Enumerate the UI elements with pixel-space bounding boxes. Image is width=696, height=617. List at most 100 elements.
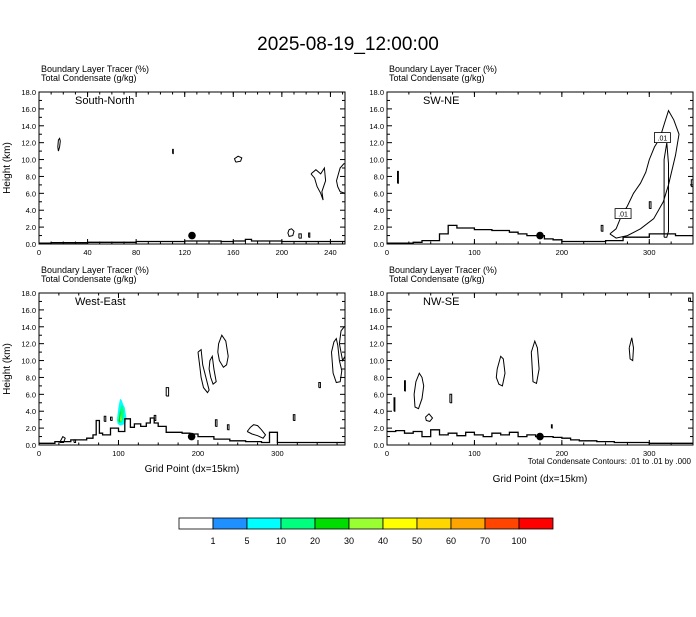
contour-info-note: Total Condensate Contours: .01 to .01 by… [528, 457, 692, 466]
colorbar-label: 20 [310, 536, 320, 546]
condensate-contour [648, 201, 652, 209]
section-label: West-East [75, 296, 126, 308]
condensate-contour [153, 414, 157, 421]
colorbar-label: 50 [412, 536, 422, 546]
contour-label: .01 [618, 212, 628, 219]
x-tick-label: 300 [271, 449, 284, 458]
condensate-contour [397, 170, 399, 184]
colorbar-label: 70 [480, 536, 490, 546]
terrain-line [387, 224, 693, 244]
condensate-contour [217, 334, 229, 369]
location-marker [187, 432, 196, 441]
x-tick-label: 200 [192, 449, 205, 458]
condensate-contour [628, 337, 635, 362]
condensate-contour [609, 109, 680, 239]
panel-south-north: Boundary Layer Tracer (%)Total Condensat… [2, 64, 346, 257]
y-tick-label: 12.0 [369, 139, 384, 148]
figure-title: 2025-08-19_12:00:00 [257, 34, 439, 55]
x-tick-label: 100 [468, 449, 481, 458]
y-tick-label: 14.0 [369, 323, 384, 332]
condensate-contour [688, 297, 691, 302]
contour-label: .01 [658, 136, 668, 143]
x-tick-label: 0 [37, 449, 41, 458]
colorbar-swatch [212, 517, 248, 530]
x-tick-label: 200 [556, 449, 569, 458]
colorbar: 1 5 10 20 30 40 50 60 70 100 [178, 517, 554, 546]
y-tick-label: 2.0 [26, 424, 36, 433]
condensate-contour [172, 148, 174, 155]
x-tick-label: 0 [385, 248, 389, 257]
y-tick-label: 18.0 [21, 289, 36, 298]
colorbar-label: 5 [244, 536, 249, 546]
x-tick-label: 100 [468, 248, 481, 257]
colorbar-swatch [416, 517, 452, 530]
x-tick-label: 240 [324, 248, 337, 257]
condensate-contour [298, 233, 302, 239]
colorbar-label: 100 [511, 536, 526, 546]
colorbar-label: 30 [344, 536, 354, 546]
panels: Boundary Layer Tracer (%) Total Condensat… [2, 64, 694, 485]
condensate-contour [393, 397, 396, 412]
y-tick-label: 16.0 [21, 105, 36, 114]
section-label: South-North [75, 95, 134, 107]
colorbar-label: 1 [210, 536, 215, 546]
colorbar-label: 10 [276, 536, 286, 546]
condensate-contour [103, 415, 107, 422]
y-tick-label: 4.0 [374, 407, 384, 416]
y-tick-label: 10.0 [21, 357, 36, 366]
panel-header-condensate: Total Condensate (g/kg) [41, 73, 137, 83]
panel-west-east: Boundary Layer Tracer (%)Total Condensat… [2, 265, 346, 475]
panel-header-condensate: Total Condensate (g/kg) [389, 73, 485, 83]
section-label: NW-SE [423, 296, 459, 308]
contour-label-box [614, 208, 632, 220]
condensate-contour [404, 380, 406, 392]
y-tick-label: 2.0 [374, 424, 384, 433]
condensate-contour [663, 142, 669, 238]
y-tick-label: 0.0 [26, 240, 36, 249]
y-tick-label: 6.0 [26, 390, 36, 399]
plot-area [387, 297, 693, 444]
condensate-contour [495, 355, 506, 387]
condensate-contour [308, 232, 311, 238]
condensate-contour [413, 372, 425, 410]
condensate-contour [57, 137, 61, 152]
condensate-contour [287, 228, 295, 237]
colorbar-swatch [348, 517, 384, 530]
x-tick-label: 300 [643, 449, 656, 458]
condensate-contour [336, 163, 345, 194]
y-tick-label: 0.0 [26, 441, 36, 450]
colorbar-label: 60 [446, 536, 456, 546]
panel-nw-se: Boundary Layer Tracer (%) Total Condensat… [369, 265, 694, 485]
y-tick-label: 6.0 [374, 390, 384, 399]
y-tick-label: 12.0 [369, 340, 384, 349]
y-tick-label: 8.0 [26, 373, 36, 382]
y-tick-label: 16.0 [369, 105, 384, 114]
condensate-contour [214, 419, 218, 427]
x-axis-label: Grid Point (dx=15km) [145, 464, 240, 475]
condensate-contour [449, 393, 453, 404]
terrain-line [387, 429, 693, 444]
panel-header-condensate: Total Condensate (g/kg) [41, 274, 137, 284]
y-tick-label: 12.0 [21, 139, 36, 148]
x-tick-label: 0 [37, 248, 41, 257]
plot-area [39, 326, 345, 444]
tracer-fill-30 [120, 412, 122, 423]
terrain-line [39, 417, 345, 444]
y-tick-label: 16.0 [369, 306, 384, 315]
colorbar-swatch [246, 517, 282, 530]
panel-header-tracer: Boundary Layer Tracer (%) [389, 265, 497, 275]
y-tick-label: 0.0 [374, 240, 384, 249]
y-tick-label: 4.0 [26, 206, 36, 215]
y-tick-label: 12.0 [21, 340, 36, 349]
y-tick-label: 16.0 [21, 306, 36, 315]
condensate-contour [310, 166, 327, 201]
y-tick-label: 10.0 [369, 357, 384, 366]
condensate-contour [165, 387, 170, 397]
panel-sw-ne: Boundary Layer Tracer (%)Total Condensat… [369, 64, 694, 257]
y-tick-label: 18.0 [21, 88, 36, 97]
location-marker [536, 432, 544, 441]
colorbar-swatch [382, 517, 418, 530]
x-axis-label: Grid Point (dx=15km) [493, 474, 588, 485]
colorbar-swatch [178, 517, 214, 530]
condensate-contour [530, 339, 540, 385]
